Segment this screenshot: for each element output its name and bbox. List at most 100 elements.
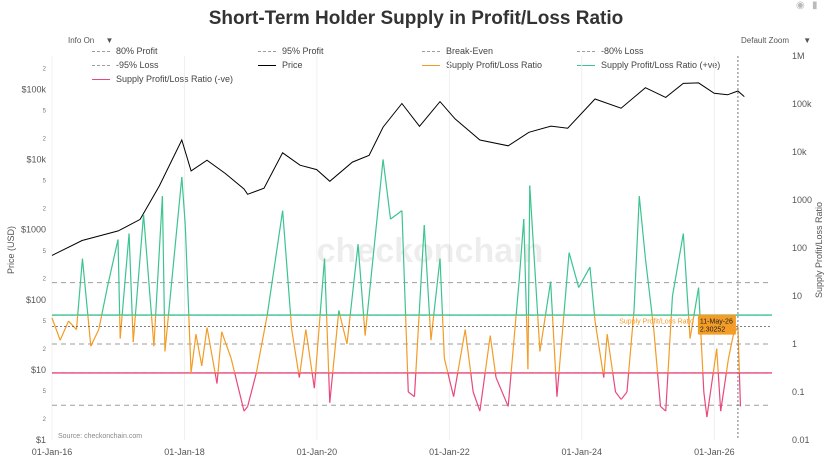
legend-swatch [577,65,595,67]
legend-item-break-even[interactable]: Break-Even [422,46,493,56]
ratio-segment [697,287,701,316]
ratio-segment [221,331,232,359]
gridlines [51,56,715,440]
ratio-segment [507,372,512,407]
ratio-segment [247,372,257,407]
ratio-segment [184,225,190,316]
ratio-segment [470,372,474,393]
ratio-segment [163,315,166,352]
legend: 80% Profit 95% Profit Break-Even -80% Lo… [92,46,772,86]
y-right-tick-label: 0.01 [792,435,810,445]
ratio-segment [407,372,409,393]
y-left-minor-tick-label: 2 [43,417,47,423]
legend-swatch [92,51,110,53]
x-tick-label: 01-Jan-26 [694,447,735,457]
y-left-minor-tick-label: 2 [43,136,47,142]
ratio-segment [291,329,300,373]
ratio-segment [217,331,223,373]
legend-swatch [92,79,110,81]
ratio-segment [106,239,119,288]
legend-item-95-loss[interactable]: -95% Loss [92,60,159,70]
ratio-segment [638,196,647,259]
ratio-segment [430,315,435,341]
legend-label: 80% Profit [116,46,158,56]
legend-item-supply-ratio[interactable]: Supply Profit/Loss Ratio [422,60,542,70]
ratio-segment [142,214,153,316]
ratio-segment [101,287,108,316]
ratio-segment [121,233,130,316]
ratio-segment [90,329,100,347]
legend-swatch [92,65,110,67]
ratio-segment [594,321,604,373]
ratio-segment [328,372,331,403]
camera-icon[interactable]: ◉ [796,0,805,11]
legend-label: Supply Profit/Loss Ratio (-ve) [116,74,234,84]
y-right-tick-label: 100 [792,243,807,253]
ratio-segment [484,335,491,373]
ratio-segment [181,177,186,226]
ratio-segment [298,372,301,378]
legend-label: -80% Loss [601,46,644,56]
ratio-segment [313,372,317,389]
ratio-segment [660,406,667,412]
ratio-segment [651,315,655,330]
ratio-segment [51,317,61,341]
ratio-segment [382,159,392,220]
axes: 01-Jan-16 01-Jan-18 01-Jan-20 01-Jan-22 01-J… [6,51,824,457]
legend-item-supply-ratio-negative[interactable]: Supply Profit/Loss Ratio (-ve) [92,74,233,84]
ratio-segment [81,258,89,316]
ratio-segment [155,196,164,316]
legend-item-supply-ratio-positive[interactable]: Supply Profit/Loss Ratio (+ve) [577,60,720,70]
info-toggle[interactable]: Info On ▼ [68,36,113,45]
legend-item-80-loss[interactable]: -80% Loss [577,46,644,56]
ratio-segment [68,320,77,330]
legend-swatch [258,65,276,67]
hover-value: 2.30252 [700,327,725,334]
legend-item-80-profit[interactable]: 80% Profit [92,46,158,56]
ratio-segment [603,334,608,373]
ratio-segment [628,315,635,373]
ratio-segment [164,315,170,352]
ratio-segment [87,315,92,347]
ratio-segment [489,335,496,373]
ratio-segment [153,315,157,347]
ratio-segment [479,372,486,412]
ratio-segment [404,315,409,373]
ratio-segment [568,252,580,288]
chevron-down-icon: ▼ [803,36,812,45]
hover-series-label: Supply Profit/Loss Ratio [619,319,694,326]
ratio-segment [447,372,455,397]
legend-swatch [422,51,440,53]
legend-item-95-profit[interactable]: 95% Profit [258,46,324,56]
ratio-segment [727,335,734,359]
legend-item-price[interactable]: Price [258,60,303,70]
ratio-segment [457,329,466,374]
ratio-segment [716,348,719,373]
ratio-segment [134,214,145,316]
ratio-segment [556,372,560,397]
ratio-segment [653,329,659,373]
ratio-segment [563,252,570,316]
ratio-segment [77,258,84,316]
ratio-segment [150,315,155,347]
ratio-segment [234,372,245,412]
zoom-select-label: Default Zoom [741,36,790,45]
ratio-segment [282,210,292,316]
bar-chart-icon[interactable]: ▮ [812,0,818,11]
ratio-segment [443,358,449,374]
ratio-segment [418,225,425,316]
ratio-segment [518,219,525,282]
ratio-segment [703,391,708,418]
ratio-segment [346,315,351,345]
y-left-minor-tick-label: 2 [43,66,47,72]
y-right-tick-label: 1M [792,51,805,61]
zoom-select[interactable]: Default Zoom ▼ [741,36,811,45]
ratio-segment [332,315,339,373]
ratio-segment [558,315,565,373]
ratio-segment [413,372,417,397]
ratio-segment [523,219,528,316]
legend-label: Price [282,60,303,70]
ratio-segment [725,358,730,373]
ratio-segment [494,372,497,378]
